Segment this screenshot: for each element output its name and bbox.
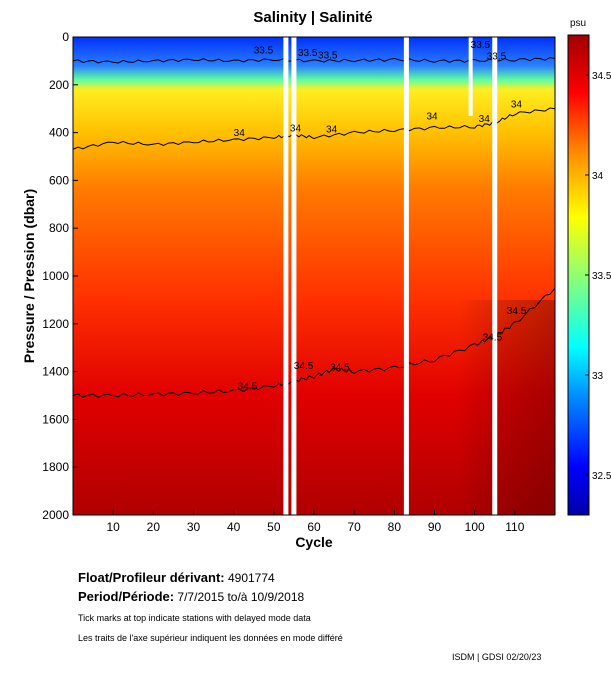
colorbar-tick-label: 33 bbox=[592, 371, 604, 382]
period-label: Period/Période: bbox=[78, 589, 175, 604]
missing-data-gaps bbox=[283, 37, 498, 515]
missing-cycle-gap bbox=[283, 37, 289, 515]
y-tick-label: 800 bbox=[49, 221, 69, 235]
contour-label: 33.5 bbox=[471, 40, 491, 51]
x-tick-label: 70 bbox=[347, 520, 361, 534]
contour-line-34 bbox=[73, 107, 555, 150]
period-value: 7/7/2015 to/à 10/9/2018 bbox=[177, 590, 305, 604]
x-tick-label: 90 bbox=[428, 520, 442, 534]
colorbar-ticks: 34.5 34 33.5 33 32.5 bbox=[585, 71, 611, 482]
contour-label: 33.5 bbox=[487, 52, 507, 63]
y-tick-label: 1800 bbox=[42, 460, 69, 474]
y-tick-label: 600 bbox=[49, 173, 69, 187]
contour-line-33.5 bbox=[73, 57, 555, 64]
contour-label: 33.5 bbox=[318, 51, 338, 62]
colorbar-tick-label: 34.5 bbox=[592, 71, 611, 82]
missing-cycle-gap bbox=[291, 37, 297, 515]
contour-label: 34.5 bbox=[238, 382, 258, 393]
y-axis-label: Pressure / Pression (dbar) bbox=[21, 189, 37, 363]
y-tick-label: 1200 bbox=[42, 317, 69, 331]
colorbar-unit: psu bbox=[570, 18, 586, 29]
missing-cycle-gap bbox=[492, 37, 498, 515]
y-tick-label: 400 bbox=[49, 126, 69, 140]
y-tick-label: 1400 bbox=[42, 365, 69, 379]
contour-label: 33.5 bbox=[298, 48, 318, 59]
section-shading bbox=[73, 300, 555, 515]
y-tick-label: 1000 bbox=[42, 269, 69, 283]
contour-label: 34 bbox=[479, 114, 491, 125]
colorbar-tick-label: 34 bbox=[592, 171, 604, 182]
x-tick-label: 60 bbox=[307, 520, 321, 534]
x-tick-label: 40 bbox=[227, 520, 241, 534]
x-tick-label: 10 bbox=[106, 520, 120, 534]
x-tick-label: 50 bbox=[267, 520, 281, 534]
chart-title: Salinity | Salinité bbox=[253, 9, 372, 26]
contour-label: 34 bbox=[290, 123, 302, 134]
note-french: Les traits de l'axe supérieur indiquent … bbox=[78, 633, 343, 643]
contour-label: 34 bbox=[511, 100, 523, 111]
period-info: Period/Période: 7/7/2015 to/à 10/9/2018 bbox=[78, 589, 304, 604]
x-tick-label: 20 bbox=[147, 520, 161, 534]
note-english: Tick marks at top indicate stations with… bbox=[78, 613, 311, 623]
contour-label: 34 bbox=[426, 111, 438, 122]
float-info: Float/Profileur dérivant: 4901774 bbox=[78, 570, 275, 585]
x-axis-ticks: 10 20 30 40 50 60 70 80 90 100 110 bbox=[106, 510, 525, 534]
contour-label: 34 bbox=[234, 128, 246, 139]
contour-label: 34.5 bbox=[330, 362, 350, 373]
y-tick-label: 2000 bbox=[42, 508, 69, 522]
credit-line: ISDM | GDSI 02/20/23 bbox=[452, 652, 542, 662]
contour-label: 33.5 bbox=[254, 46, 274, 57]
x-tick-label: 30 bbox=[187, 520, 201, 534]
contour-label: 34.5 bbox=[507, 306, 527, 317]
float-label: Float/Profileur dérivant: bbox=[78, 570, 225, 585]
colorbar-tick-label: 32.5 bbox=[592, 471, 611, 482]
y-tick-label: 0 bbox=[62, 30, 69, 44]
partial-gap bbox=[468, 37, 473, 116]
missing-cycle-gap bbox=[403, 37, 409, 515]
contour-label: 34 bbox=[326, 125, 338, 136]
contour-line-34.5 bbox=[73, 287, 555, 398]
x-tick-label: 110 bbox=[505, 520, 524, 534]
float-id: 4901774 bbox=[227, 571, 275, 585]
y-tick-label: 200 bbox=[49, 78, 69, 92]
colorbar-tick-label: 33.5 bbox=[592, 271, 611, 282]
contour-label: 34.5 bbox=[294, 361, 314, 372]
contour-label: 34.5 bbox=[483, 333, 503, 344]
contour-lines bbox=[73, 57, 555, 398]
y-tick-label: 1600 bbox=[42, 412, 69, 426]
x-axis-label: Cycle bbox=[295, 534, 333, 550]
x-tick-label: 100 bbox=[465, 520, 485, 534]
x-tick-label: 80 bbox=[388, 520, 402, 534]
y-axis-ticks: 0 200 400 600 800 1000 1200 1400 1600 1800 2000 bbox=[42, 30, 78, 522]
